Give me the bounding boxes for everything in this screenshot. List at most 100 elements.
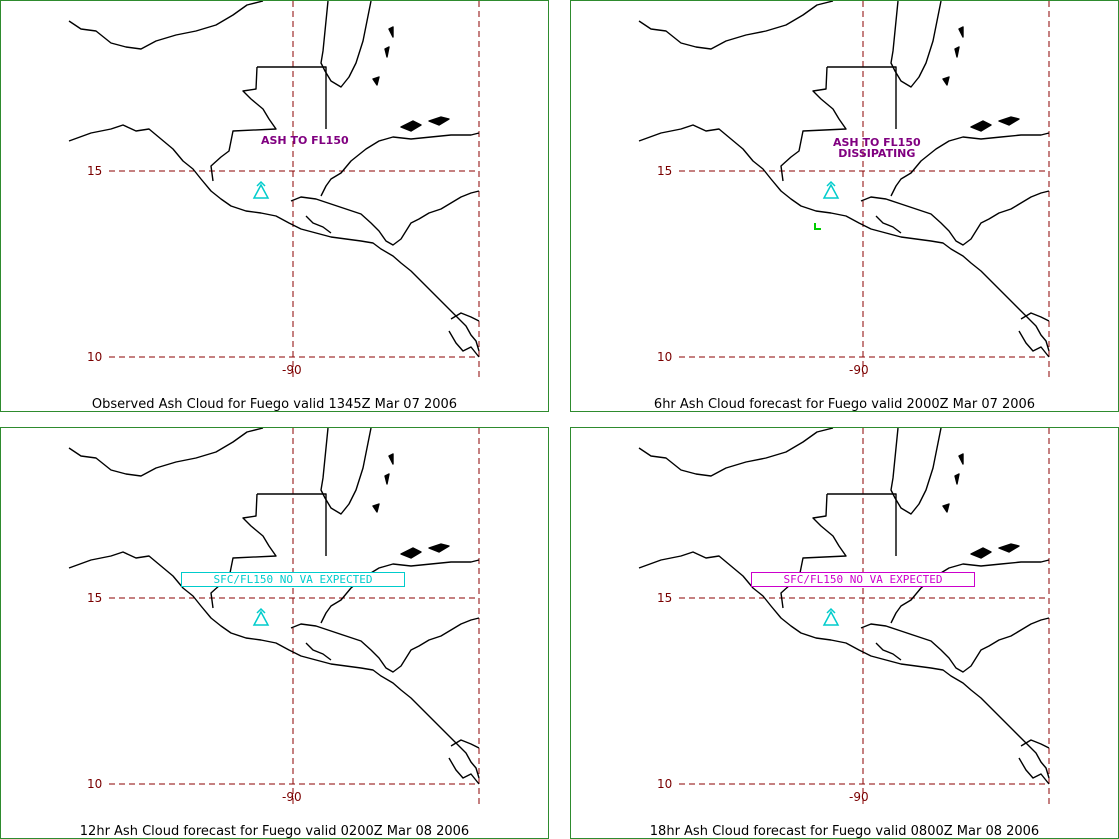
coastline-7 [875,642,902,661]
coastline-9 [1018,757,1050,785]
coastline-4 [68,124,480,352]
ash-annotation-line-1: ASH TO FL150 [833,136,921,149]
map-panel-18hr: 15 10 -90 SFC/FL150 NO VA EXPECTED 18hr … [570,427,1119,839]
island-2 [942,76,950,86]
coastline-2 [257,66,327,129]
coastline-7 [875,215,902,234]
volcano-icon [822,607,840,626]
coastline-2 [827,493,897,556]
island-2 [372,503,380,513]
panel-caption: Observed Ash Cloud for Fuego valid 1345Z… [91,397,458,412]
coastline-0 [638,1,834,50]
coastline-6 [290,190,480,246]
volcano-cone [822,183,840,199]
lat-label-15: 15 [657,164,673,178]
coastline-2 [257,493,327,556]
coastline-1 [320,428,372,515]
island-3 [388,453,394,465]
coastline-1 [890,428,942,515]
map-panel-12hr: 15 10 -90 SFC/FL150 NO VA EXPECTED 12hr … [0,427,549,839]
island-1 [428,116,450,126]
lat-label-10: 10 [87,350,103,364]
island-0 [970,547,992,559]
coastline-9 [448,757,480,785]
lon-label-90: -90 [849,790,869,804]
coastline-6 [290,617,480,673]
coastline-6 [860,617,1050,673]
lon-label-90: -90 [282,363,302,377]
coastline-8 [1020,312,1050,322]
island-4 [954,473,960,485]
island-0 [970,120,992,132]
coastline-5 [320,132,480,197]
coastline-0 [68,428,264,477]
lat-label-10: 10 [657,777,673,791]
coastline-9 [1018,330,1050,358]
lon-label-90: -90 [849,363,869,377]
volcano-cone [822,610,840,626]
volcano-icon [252,607,270,626]
island-0 [400,547,422,559]
ash-annotation: ASH TO FL150 DISSIPATING [833,137,921,159]
coastline-2 [827,66,897,129]
ash-annotation: ASH TO FL150 [261,135,349,146]
coastline-8 [450,312,480,322]
map-panel-observed: 15 10 -90 ASH TO FL150 Observed Ash Clou… [0,0,549,412]
ash-annotation-line-1: ASH TO FL150 [261,134,349,147]
island-3 [958,453,964,465]
island-3 [958,26,964,38]
island-1 [428,543,450,553]
coastline-8 [1020,739,1050,749]
coastline-7 [305,215,332,234]
volcano-plume [826,180,836,187]
island-4 [954,46,960,58]
coastline-1 [890,1,942,88]
volcano-plume [826,607,836,614]
volcano-cone [252,183,270,199]
coastline-group [68,1,480,358]
coastline-4 [638,124,1050,352]
map-canvas [68,428,480,808]
lat-label-15: 15 [657,591,673,605]
island-2 [942,503,950,513]
island-2 [372,76,380,86]
coastline-5 [890,132,1050,197]
va-forecast-box: SFC/FL150 NO VA EXPECTED [181,572,405,587]
lat-label-15: 15 [87,591,103,605]
map-canvas [638,1,1050,381]
coastline-8 [450,739,480,749]
coastline-4 [638,551,1050,779]
coastline-0 [68,1,264,50]
volcano-icon [252,180,270,199]
island-4 [384,46,390,58]
volcano-plume [256,180,266,187]
volcano-plume [256,607,266,614]
coastline-group [638,428,1050,785]
coastline-4 [68,551,480,779]
coastline-9 [448,330,480,358]
ash-annotation-line-2: DISSIPATING [838,147,916,160]
coastline-5 [890,559,1050,624]
coastline-0 [638,428,834,477]
panel-caption: 18hr Ash Cloud forecast for Fuego valid … [649,824,1040,839]
panel-caption: 12hr Ash Cloud forecast for Fuego valid … [79,824,470,839]
map-canvas [638,428,1050,808]
lat-label-10: 10 [657,350,673,364]
coastline-6 [860,190,1050,246]
coastline-group [638,1,1050,358]
volcano-icon [822,180,840,199]
island-3 [388,26,394,38]
map-panel-6hr: 15 10 -90 ASH TO FL150 DISSIPATING 6hr A… [570,0,1119,412]
coastline-7 [305,642,332,661]
coastline-group [68,428,480,785]
lat-label-10: 10 [87,777,103,791]
coastline-3 [210,66,277,182]
coastline-1 [320,1,372,88]
coastline-3 [780,66,847,182]
coastline-5 [320,559,480,624]
lon-label-90: -90 [282,790,302,804]
island-4 [384,473,390,485]
volcano-cone [252,610,270,626]
lat-label-15: 15 [87,164,103,178]
panel-caption: 6hr Ash Cloud forecast for Fuego valid 2… [653,397,1036,412]
